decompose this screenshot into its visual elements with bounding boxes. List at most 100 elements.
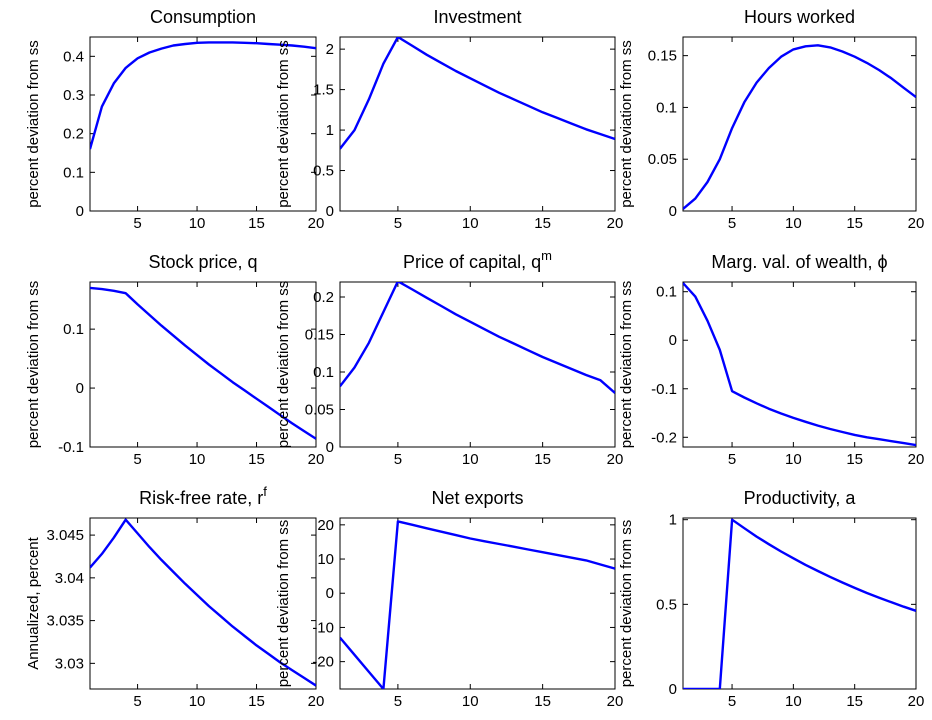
x-tick-label: 10 [189,451,206,468]
x-tick-label: 10 [189,215,206,232]
x-tick-label: 15 [846,451,863,468]
y-axis-label: percent deviation from ss [618,40,635,208]
x-tick-label: 10 [785,215,802,232]
plot-area [682,281,917,448]
y-tick-label: 0.15 [648,48,677,65]
y-tick-label: 0.1 [656,284,677,301]
y-tick-label: 0.15 [305,327,334,344]
x-tick-label: 15 [534,693,551,710]
y-tick-label: -0.1 [58,439,84,456]
y-tick-label: 3.045 [46,527,84,544]
y-tick-label: -20 [312,654,334,671]
subplot-8: Net exports percent deviation from ss 5 10 1… [275,488,623,710]
x-tick-label: 5 [728,215,736,232]
y-tick-label: 0 [76,380,84,397]
x-tick-label: 15 [534,451,551,468]
y-axis-label: percent deviation from ss [275,40,292,208]
y-tick-label: 1 [669,512,677,529]
title-text: Consumption [150,7,256,27]
subplot-6: Marg. val. of wealth, ϕ percent deviation… [618,252,924,468]
x-tick-label: 5 [728,451,736,468]
subplot-1: Consumption percent deviation from ss 5 10 1… [25,7,324,232]
y-axis-label: percent deviation from ss [618,520,635,688]
y-tick-label: 2 [326,41,334,58]
x-tick-label: 20 [908,451,925,468]
x-tick-label: 5 [728,693,736,710]
x-tick-label: 20 [607,693,624,710]
x-tick-label: 20 [607,451,624,468]
x-tick-label: 15 [846,215,863,232]
plot-area [339,36,616,212]
subplot-title: Net exports [431,488,523,508]
x-tick-label: 10 [785,693,802,710]
subplot-title: Productivity, a [744,488,857,508]
y-tick-label: 3.03 [55,655,84,672]
series-line [90,41,316,150]
plot-area [339,517,616,690]
y-axis-label: percent deviation from ss [25,40,42,208]
y-tick-label: 3.04 [55,570,84,587]
x-tick-label: 5 [133,451,141,468]
y-tick-label: 20 [317,517,334,534]
y-tick-label: 0.05 [648,151,677,168]
title-text: Stock price, q [148,252,257,272]
x-tick-label: 5 [133,693,141,710]
series-line [683,518,916,689]
y-tick-label: 0 [326,585,334,602]
y-tick-label: -0.2 [651,429,677,446]
y-tick-label: 0.3 [63,87,84,104]
y-tick-label: 0.05 [305,402,334,419]
x-tick-label: 20 [308,693,325,710]
subplot-title: Hours worked [744,7,855,27]
plot-area [89,281,317,448]
subplot-9: Productivity, a percent deviation from ss… [618,488,924,710]
y-tick-label: 0.2 [63,126,84,143]
x-tick-label: 15 [248,693,265,710]
y-tick-label: 0.1 [63,321,84,338]
title-superscript: f [263,484,267,499]
y-tick-label: 1.5 [313,82,334,99]
y-tick-label: 0 [326,439,334,456]
x-tick-label: 20 [908,215,925,232]
plot-area [682,517,917,690]
y-tick-label: 0 [669,332,677,349]
x-tick-label: 10 [462,215,479,232]
subplot-title: Price of capital, qm [403,248,552,272]
y-axis-label: Annualized, percent [25,536,42,669]
x-tick-label: 15 [248,451,265,468]
y-tick-label: 10 [317,551,334,568]
y-tick-label: 0.2 [313,289,334,306]
x-tick-label: 15 [846,693,863,710]
y-tick-label: 0 [669,681,677,698]
title-superscript: m [541,248,552,263]
x-tick-label: 10 [189,693,206,710]
series-line [340,282,615,394]
y-axis-label: percent deviation from ss [25,281,42,449]
subplot-title: Stock price, q [148,252,257,272]
x-tick-label: 20 [607,215,624,232]
x-tick-label: 20 [308,451,325,468]
y-tick-label: 1 [326,122,334,139]
subplot-7: Risk-free rate, rf Annualized, percent 5 10… [25,484,324,710]
y-axis-label: percent deviation from ss [275,281,292,449]
title-text: Marg. val. of wealth, ϕ [711,252,887,272]
x-tick-label: 10 [462,693,479,710]
x-tick-label: 5 [133,215,141,232]
x-tick-label: 10 [462,451,479,468]
x-tick-label: 15 [534,215,551,232]
series-line [683,282,916,447]
title-text: Hours worked [744,7,855,27]
series-line [340,520,615,689]
y-axis-label: percent deviation from ss [618,281,635,449]
x-tick-label: 10 [785,451,802,468]
x-tick-label: 5 [394,215,402,232]
y-tick-label: 0 [669,203,677,220]
y-tick-label: -0.1 [651,381,677,398]
title-text: Net exports [431,488,523,508]
plot-area [339,281,616,448]
subplot-title: Consumption [150,7,256,27]
series-line [90,518,316,687]
y-tick-label: 0.1 [656,99,677,116]
